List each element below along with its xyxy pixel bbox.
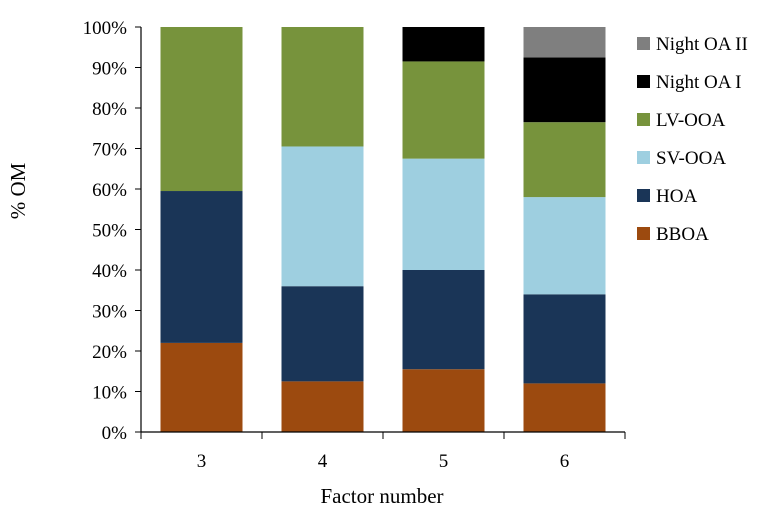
y-tick-label: 20% (92, 342, 127, 363)
bar-segment (160, 191, 243, 343)
bar-segment (523, 27, 606, 58)
bar-segment (523, 57, 606, 123)
legend-label: SV-OOA (656, 148, 726, 169)
y-tick-label: 30% (92, 302, 127, 323)
legend-swatch (637, 75, 650, 88)
y-tick-label: 40% (92, 261, 127, 282)
bar-segment (281, 381, 364, 432)
y-tick-label: 70% (92, 140, 127, 161)
y-tick-label: 60% (92, 180, 127, 201)
x-tick-label: 3 (197, 451, 207, 472)
legend-swatch (637, 113, 650, 126)
legend-swatch (637, 189, 650, 202)
bar-segment (402, 27, 485, 62)
x-tick-label: 6 (560, 451, 570, 472)
bar-segment (523, 383, 606, 432)
bar-segment (160, 342, 243, 432)
y-tick-label: 10% (92, 383, 127, 404)
y-tick-label: 100% (83, 18, 128, 39)
bar-segment (523, 122, 606, 198)
bar-segment (402, 270, 485, 370)
legend-label: BBOA (656, 224, 709, 245)
legend-label: LV-OOA (656, 110, 726, 131)
bars-layer (160, 27, 606, 432)
bar-segment (523, 294, 606, 384)
y-tick-label: 90% (92, 59, 127, 80)
legend-swatch (637, 37, 650, 50)
bar-segment (402, 158, 485, 270)
y-tick-label: 80% (92, 99, 127, 120)
legend-label: Night OA I (656, 72, 742, 93)
legend-label: HOA (656, 186, 697, 207)
bar-segment (160, 27, 243, 192)
x-axis-title: Factor number (320, 484, 443, 508)
bar-segment (281, 286, 364, 382)
y-tick-label: 0% (102, 423, 128, 444)
bar-segment (523, 197, 606, 295)
y-axis-title: % OM (6, 162, 30, 219)
legend: Night OA II Night OA I LV-OOA SV-OOA HOA BBOA (637, 34, 748, 245)
axes-layer: 0% 10% 20% 30% 40% 50% 60% 70% 80% 90% 100% 3 4 5 6 (83, 18, 626, 472)
bar-segment (281, 146, 364, 287)
bar-segment (402, 61, 485, 159)
x-tick-label: 5 (439, 451, 449, 472)
x-tick-label: 4 (318, 451, 328, 472)
y-tick-label: 50% (92, 221, 127, 242)
bar-segment (281, 27, 364, 147)
legend-swatch (637, 227, 650, 240)
legend-label: Night OA II (656, 34, 748, 55)
bar-segment (402, 369, 485, 432)
legend-swatch (637, 151, 650, 164)
